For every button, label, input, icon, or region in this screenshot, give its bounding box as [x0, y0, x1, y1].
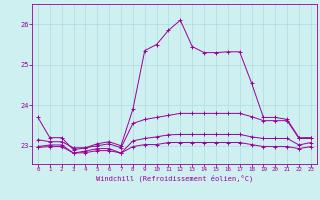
X-axis label: Windchill (Refroidissement éolien,°C): Windchill (Refroidissement éolien,°C) [96, 175, 253, 182]
